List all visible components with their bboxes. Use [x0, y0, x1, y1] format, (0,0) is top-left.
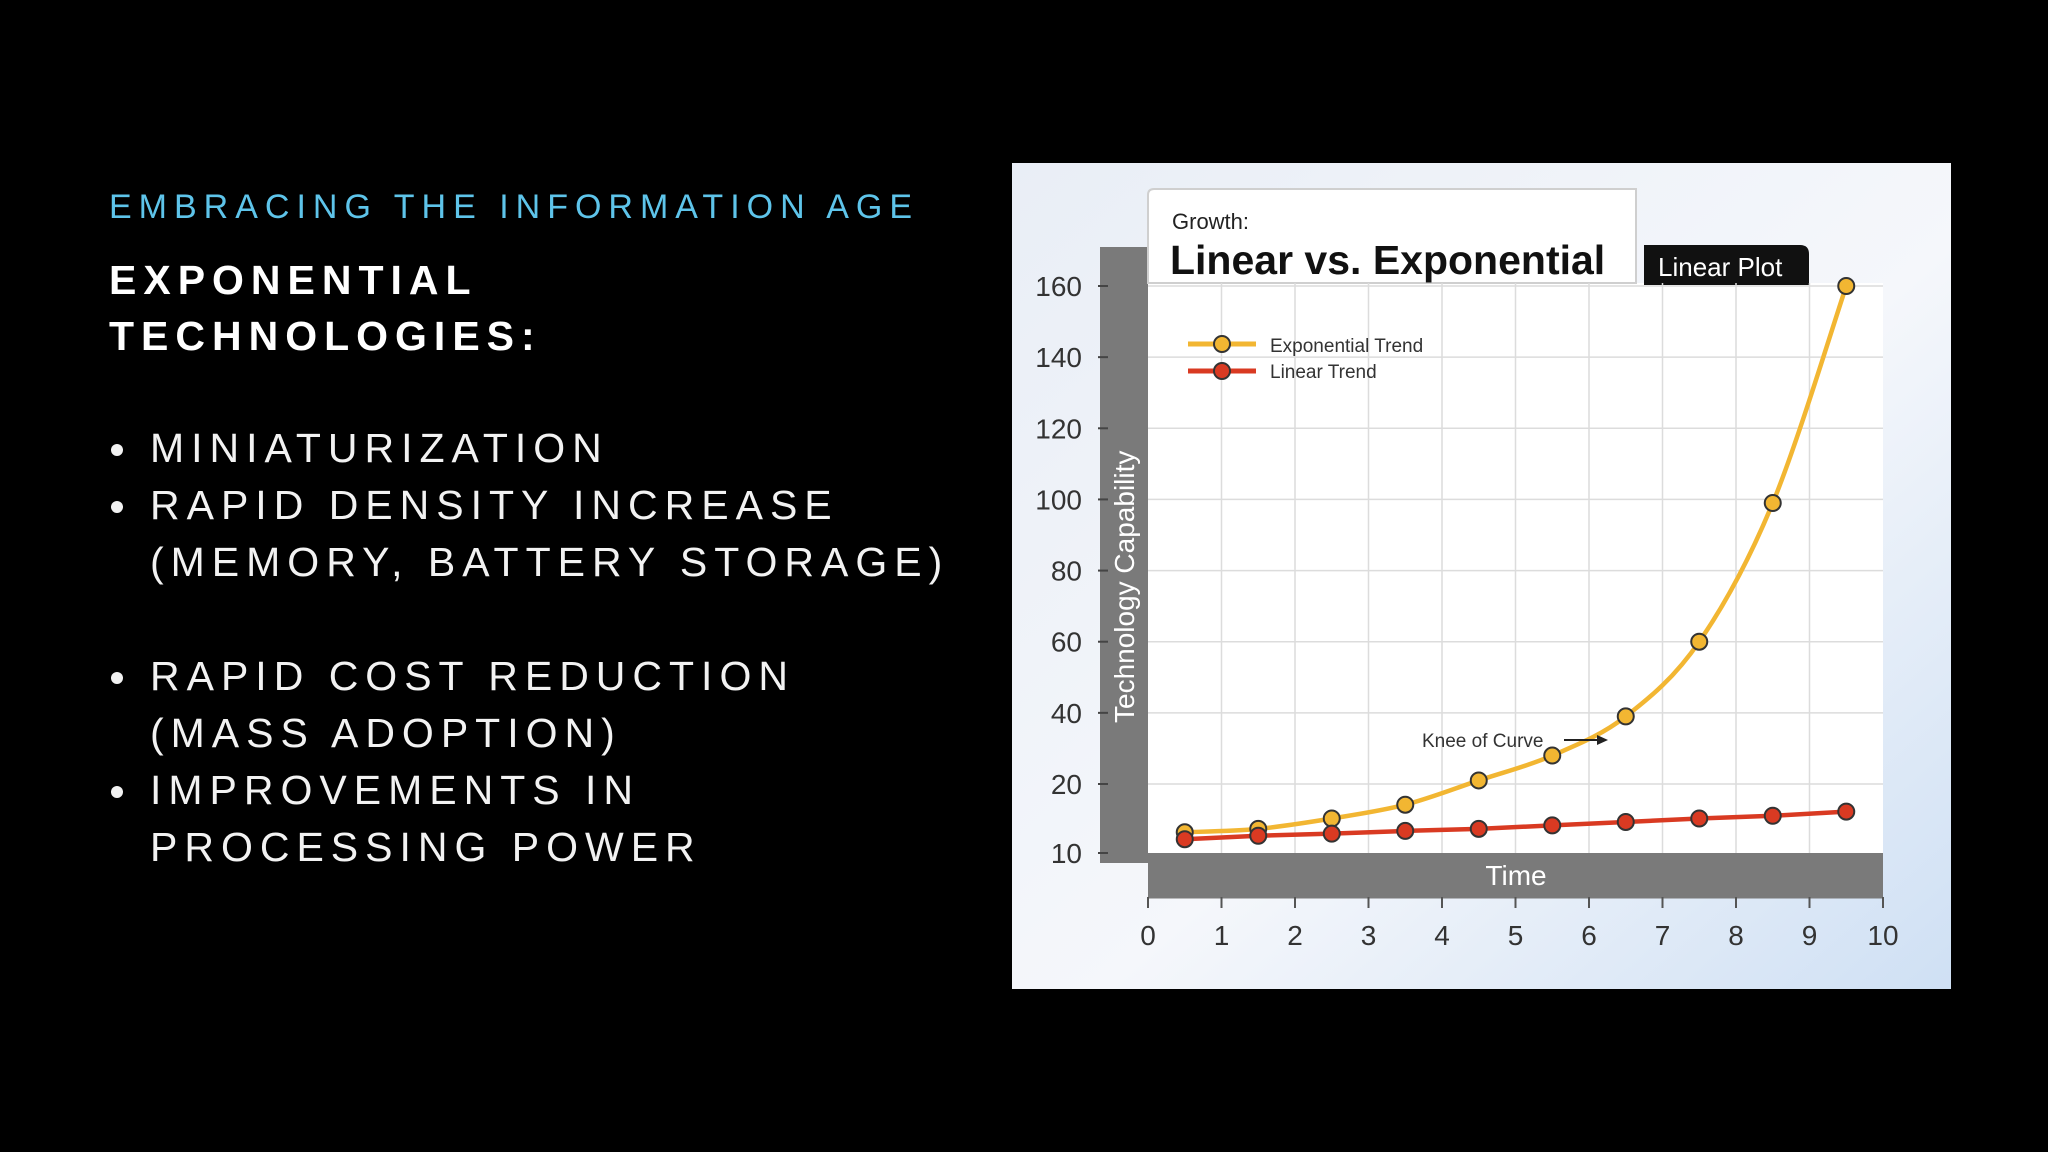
x-tick-label: 5 [1508, 920, 1524, 951]
linear-data-point [1396, 821, 1415, 840]
y-tick-label: 120 [1035, 413, 1082, 444]
linear-plot-badge [1644, 245, 1809, 285]
slide-kicker: EMBRACING THE INFORMATION AGE [109, 188, 920, 226]
y-axis-title: Technology Capability [1109, 451, 1140, 723]
bullet-text: RAPID COST REDUCTION [150, 653, 795, 699]
y-tick-label: 60 [1051, 627, 1082, 658]
y-tick-label: 80 [1051, 556, 1082, 587]
x-tick-label: 9 [1802, 920, 1818, 951]
linear-data-point [1322, 824, 1341, 843]
chart-supertitle: Growth: [1172, 209, 1249, 234]
x-tick-label: 6 [1581, 920, 1597, 951]
title-card [1147, 188, 1637, 284]
series-layer [1175, 277, 1856, 849]
linear-data-point [1249, 826, 1268, 845]
chart-title: Linear vs. Exponential [1170, 237, 1605, 283]
exponential-data-point [1543, 746, 1562, 765]
x-tick-label: 7 [1655, 920, 1671, 951]
bullet-text: PROCESSING POWER [150, 824, 702, 870]
y-tick-labels: 160 140 120 100 80 60 40 20 10 [1035, 271, 1082, 869]
x-tick-label: 3 [1361, 920, 1377, 951]
knee-arrow-head-icon [1597, 735, 1608, 745]
y-tick-label: 100 [1035, 484, 1082, 515]
bullet-dot-icon [111, 672, 123, 684]
y-tick-label: 10 [1051, 838, 1082, 869]
exponential-data-point [1837, 277, 1856, 295]
bullet-item: IMPROVEMENTS IN PROCESSING POWER [109, 762, 949, 876]
x-tick-label: 2 [1287, 920, 1303, 951]
x-tick-label: 1 [1214, 920, 1230, 951]
x-tick-label: 8 [1728, 920, 1744, 951]
legend-marker-exponential [1213, 335, 1231, 353]
linear-data-point [1616, 812, 1635, 831]
knee-of-curve-label: Knee of Curve [1422, 731, 1543, 752]
linear-data-point [1837, 802, 1856, 821]
bullet-text: RAPID DENSITY INCREASE [150, 482, 839, 528]
y-tick-label: 140 [1035, 342, 1082, 373]
x-axis-band [1148, 853, 1883, 897]
linear-plot-badge-label: Linear Plot [1658, 252, 1783, 282]
bullet-item: RAPID COST REDUCTION (MASS ADOPTION) [109, 648, 949, 762]
slide-title-line2: TECHNOLOGIES: [109, 313, 542, 359]
bullet-item: MINIATURIZATION [109, 420, 949, 477]
growth-chart: Growth: Linear vs. Exponential Linear Pl… [1012, 163, 1951, 989]
exponential-data-point [1469, 771, 1488, 790]
legend-label-linear: Linear Trend [1270, 362, 1377, 383]
slide-title: EXPONENTIAL TECHNOLOGIES: [109, 252, 542, 364]
linear-data-point [1763, 806, 1782, 825]
bullet-dot-icon [111, 786, 123, 798]
exponential-data-point [1690, 632, 1709, 651]
linear-data-point [1469, 819, 1488, 838]
slide-title-line1: EXPONENTIAL [109, 257, 478, 303]
bullet-list: MINIATURIZATION RAPID DENSITY INCREASE (… [109, 420, 949, 876]
legend-label-exponential: Exponential Trend [1270, 336, 1423, 357]
bullet-dot-icon [111, 444, 123, 456]
bullet-dot-icon [111, 501, 123, 513]
bullet-item: RAPID DENSITY INCREASE (MEMORY, BATTERY … [109, 477, 949, 591]
bullet-text: IMPROVEMENTS IN [150, 767, 640, 813]
knee-annotation: Knee of Curve [1422, 731, 1608, 752]
grid-lines [1098, 283, 1883, 854]
bullet-text: MINIATURIZATION [150, 425, 609, 471]
chart-image: Growth: Linear vs. Exponential Linear Pl… [1012, 163, 1951, 989]
x-tick-label: 10 [1867, 920, 1898, 951]
bullet-text: (MASS ADOPTION) [150, 710, 622, 756]
exponential-data-point [1322, 809, 1341, 828]
bullet-text: (MEMORY, BATTERY STORAGE) [150, 539, 950, 585]
y-axis-band [1100, 247, 1150, 863]
exponential-data-point [1763, 493, 1782, 512]
chart-legend: Exponential Trend Linear Trend [1188, 335, 1423, 383]
linear-data-point [1690, 809, 1709, 828]
y-tick-label: 40 [1051, 698, 1082, 729]
exponential-data-point [1396, 795, 1415, 814]
linear-series-line [1182, 809, 1849, 842]
x-tick-labels: 0 1 2 3 4 5 6 7 8 9 10 [1140, 897, 1899, 951]
exponential-data-point [1616, 707, 1635, 726]
legend-marker-linear [1213, 362, 1231, 380]
y-tick-label: 160 [1035, 271, 1082, 302]
x-axis-title: Time [1485, 860, 1546, 891]
x-tick-label: 4 [1434, 920, 1450, 951]
linear-data-point [1543, 816, 1562, 835]
linear-data-point [1175, 830, 1194, 849]
x-tick-label: 0 [1140, 920, 1156, 951]
y-tick-label: 20 [1051, 769, 1082, 800]
